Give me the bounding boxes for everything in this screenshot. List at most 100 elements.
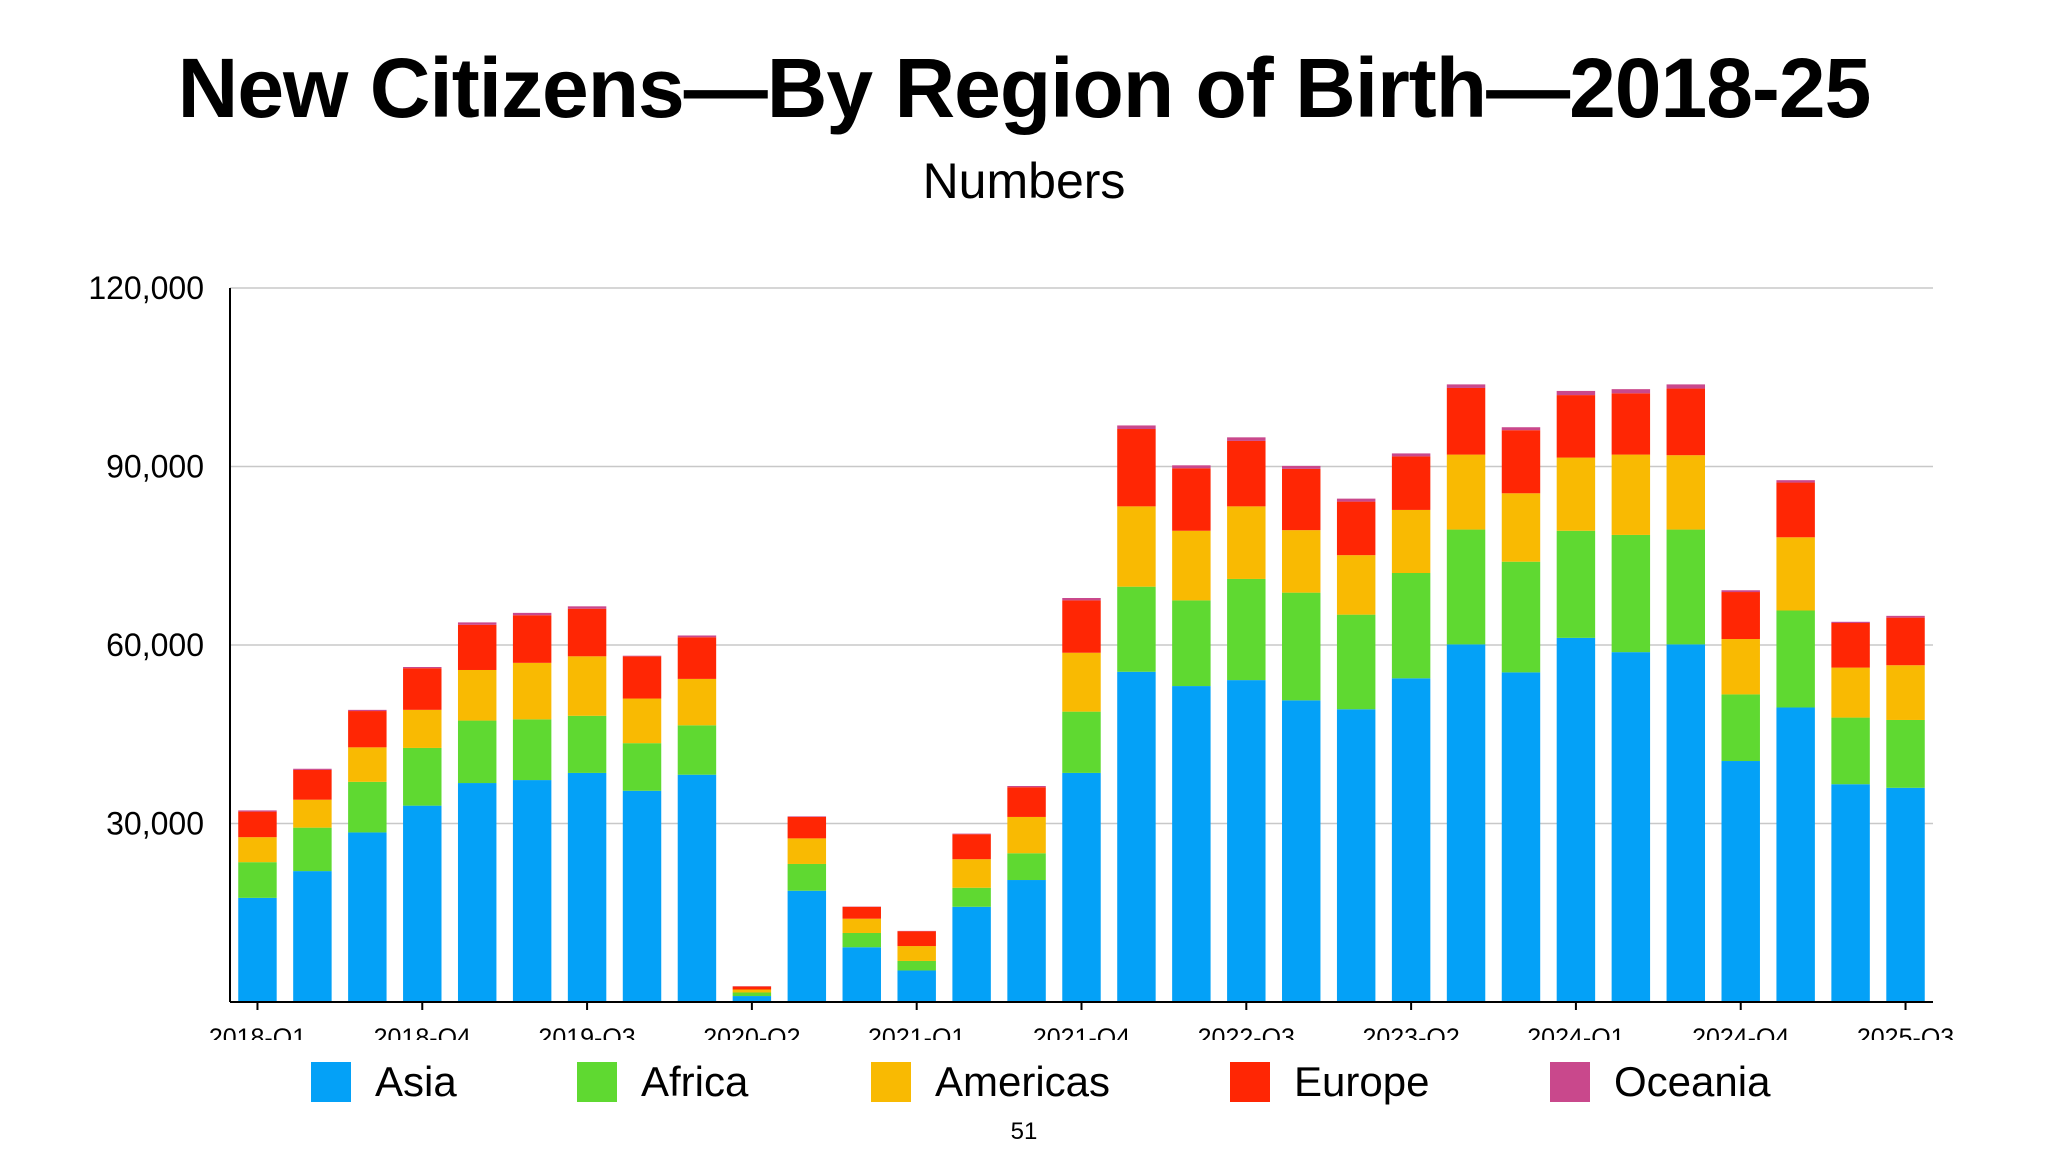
bar-segment-africa [1172, 600, 1211, 687]
bar-segment-americas [1336, 555, 1376, 615]
bar-segment-oceania [1501, 427, 1541, 431]
bar-segment-africa [403, 747, 442, 806]
bar-segment-europe [1391, 456, 1431, 510]
bar-segment-asia [457, 783, 497, 1002]
page-number: 51 [1010, 1118, 1038, 1145]
legend-swatch-americas [871, 1062, 911, 1102]
bar-segment-europe [1117, 429, 1156, 507]
bar-segment-europe [1666, 388, 1706, 456]
bar-segment-asia [1446, 644, 1486, 1002]
bar-segment-americas [1666, 455, 1706, 530]
bar-segment-oceania [1721, 590, 1760, 593]
bar-segment-americas [403, 709, 442, 748]
bar-segment-africa [512, 719, 552, 781]
bar-segment-asia [1611, 652, 1651, 1002]
bar-segment-americas [677, 678, 717, 726]
bar-segment-oceania [293, 768, 332, 770]
bar-segment-americas [1117, 506, 1156, 587]
y-tick-label: 60,000 [106, 627, 204, 663]
legend-label-europe: Europe [1294, 1058, 1430, 1105]
bar-segment-oceania [1117, 425, 1156, 430]
bar-segment-europe [348, 711, 387, 748]
bar-segment-europe [1831, 622, 1870, 668]
bar-segment-asia [567, 772, 607, 1002]
bar-segment-africa [1721, 694, 1760, 762]
bar-segment-africa [1227, 578, 1266, 681]
stacked-bar-chart: 30,000 60,000 90,000 120,000 2018-Q1 2018-Q4 2… [88, 270, 1954, 1040]
bar-segment-asia [1336, 709, 1376, 1002]
bar-segment-africa [1336, 614, 1376, 710]
legend-swatch-africa [577, 1062, 617, 1102]
bar-segment-oceania [1172, 465, 1211, 469]
bar-segment-europe [1721, 592, 1760, 640]
bar-segment-asia [1831, 784, 1870, 1002]
legend: Asia Africa Americas Europe Oceania [0, 1058, 2048, 1118]
bar-segment-asia [897, 970, 936, 1002]
x-tick-label: 2024-Q4 [1692, 1024, 1789, 1040]
bar-segment-americas [457, 669, 497, 721]
bar-segment-oceania [1446, 384, 1486, 388]
bar-segment-americas [897, 946, 936, 961]
bar-segment-europe [1227, 440, 1266, 507]
bar-segment-oceania [1227, 437, 1266, 441]
bar-segment-americas [293, 799, 332, 828]
bar-segment-europe [1446, 387, 1486, 455]
bar-segment-africa [1062, 711, 1101, 773]
legend-item-asia: Asia [311, 1058, 457, 1106]
x-tick-label: 2024-Q1 [1527, 1024, 1624, 1040]
bar-segment-oceania [1831, 621, 1870, 623]
bar-segment-europe [1556, 395, 1596, 458]
bar-segment-europe [952, 834, 991, 860]
bar-segment-oceania [1776, 480, 1815, 483]
bar-segment-africa [1886, 719, 1925, 788]
legend-item-europe: Europe [1230, 1058, 1429, 1106]
legend-swatch-asia [311, 1062, 351, 1102]
bar-segment-americas [842, 918, 881, 933]
chart-subtitle: Numbers [922, 153, 1126, 209]
bar-segment-asia [1172, 686, 1211, 1002]
bar-segment-asia [1886, 787, 1925, 1002]
bar-segment-africa [1556, 530, 1596, 638]
bar-segment-americas [1062, 652, 1101, 712]
bar-segment-oceania [1062, 598, 1101, 601]
bar-segment-europe [1062, 600, 1101, 653]
x-tick-label: 2023-Q2 [1362, 1024, 1459, 1040]
bar-segment-oceania [622, 655, 662, 657]
bar-segment-europe [238, 811, 277, 838]
y-tick-label: 30,000 [106, 806, 204, 842]
bar-segment-asia [1501, 672, 1541, 1002]
bar-segment-asia [1556, 637, 1596, 1002]
x-tick-label: 2019-Q3 [538, 1024, 635, 1040]
bar-segment-americas [1227, 506, 1266, 579]
bar-segment-asia [348, 832, 387, 1002]
x-tick-label: 2021-Q4 [1033, 1024, 1130, 1040]
bar-segment-asia [952, 906, 991, 1002]
x-tick-label: 2022-Q3 [1198, 1024, 1295, 1040]
bar-segment-africa [1611, 534, 1651, 653]
bar-segment-americas [622, 698, 662, 744]
bar-segment-asia [1007, 880, 1046, 1002]
bar-segment-americas [567, 656, 607, 716]
bar-segment-europe [897, 931, 936, 947]
bar-segment-africa [1776, 610, 1815, 708]
bar-segment-europe [787, 816, 827, 839]
bar-segment-asia [622, 790, 662, 1002]
bar-segment-europe [1611, 393, 1651, 455]
bar-segment-asia [403, 805, 442, 1002]
bar-segment-europe [732, 986, 772, 990]
bar-segment-africa [787, 863, 827, 891]
bar-segment-europe [1282, 468, 1321, 531]
legend-item-oceania: Oceania [1550, 1058, 1770, 1106]
x-tick-label: 2018-Q4 [374, 1024, 471, 1040]
bar-segment-europe [842, 906, 881, 919]
bar-segment-oceania [457, 622, 497, 625]
x-tick-label: 2018-Q1 [209, 1024, 306, 1040]
bar-segment-asia [1117, 671, 1156, 1002]
bar-segment-americas [512, 662, 552, 720]
bar-segment-asia [1391, 678, 1431, 1002]
bar-segment-americas [1007, 816, 1046, 854]
legend-label-africa: Africa [641, 1058, 749, 1105]
bar-segment-africa [1117, 586, 1156, 672]
bar-segment-europe [1172, 468, 1211, 531]
bar-segment-oceania [677, 635, 717, 638]
